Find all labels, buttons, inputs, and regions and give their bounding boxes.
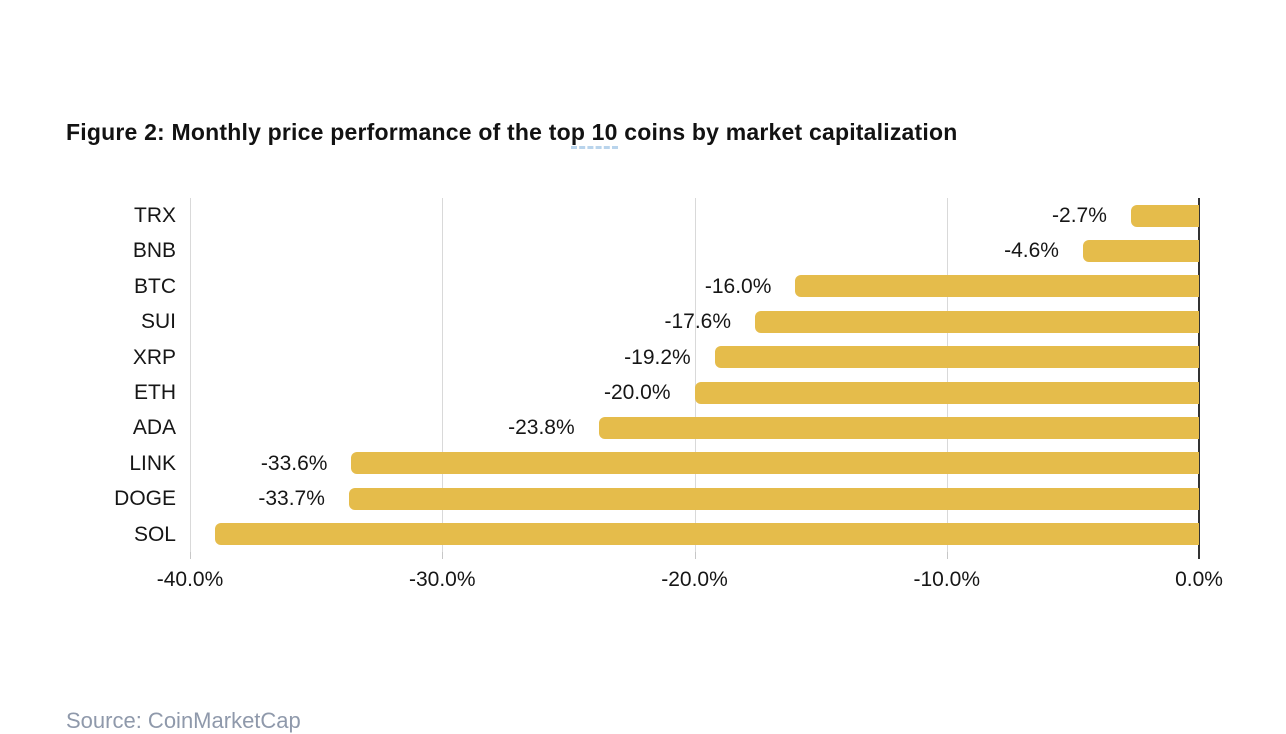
source-text: Source: CoinMarketCap xyxy=(66,708,301,733)
value-label-ADA: -23.8% xyxy=(508,416,575,440)
bar-row-ADA: -23.8% xyxy=(190,410,1199,445)
y-axis-category-labels: TRX BNB BTC SUI XRP ETH ADA LINK DOGE SOL xyxy=(0,198,176,552)
x-axis-label--20.0%: -20.0% xyxy=(661,568,728,591)
value-label-DOGE: -33.7% xyxy=(258,487,325,511)
gridline--10.0% xyxy=(946,198,948,552)
chart-footer: Source: CoinMarketCap As of February 28,… xyxy=(66,646,308,734)
bar-TRX xyxy=(1130,204,1199,227)
value-label-XRP: -19.2% xyxy=(624,345,691,369)
bar-row-DOGE: -33.7% xyxy=(190,481,1199,516)
bar-row-BNB: -4.6% xyxy=(190,233,1199,268)
bar-ADA xyxy=(598,416,1199,439)
bar-row-XRP: -19.2% xyxy=(190,340,1199,375)
bar-SOL xyxy=(215,523,1199,546)
value-label-TRX: -2.7% xyxy=(1052,204,1107,227)
category-label-BNB: BNB xyxy=(132,239,176,263)
bar-BNB xyxy=(1082,239,1199,262)
category-label-BTC: BTC xyxy=(134,274,176,298)
plot-area: -2.7% -4.6% -16.0% -17.6% -19.2% -20.0% -23.8%… xyxy=(190,198,1200,559)
figure-title-prefix: Figure 2: Monthly price performance of t… xyxy=(66,119,571,146)
bar-LINK xyxy=(351,452,1199,475)
x-axis-label--30.0%: -30.0% xyxy=(408,568,476,591)
bar-row-SOL xyxy=(190,517,1199,552)
gridline--40.0% xyxy=(190,198,191,552)
zero-axis-line xyxy=(1198,198,1200,559)
value-label-BNB: -4.6% xyxy=(1004,239,1059,263)
bar-row-TRX: -2.7% xyxy=(190,198,1199,233)
x-axis-tick-mark xyxy=(694,552,696,559)
category-label-SOL: SOL xyxy=(133,522,176,546)
bar-row-BTC: -16.0% xyxy=(190,269,1199,304)
bar-ETH xyxy=(694,381,1199,404)
x-axis-tick-mark xyxy=(442,552,444,559)
bar-row-SUI: -17.6% xyxy=(190,304,1199,339)
figure-title-suffix: coins by market capitalization xyxy=(617,119,958,146)
bar-row-LINK: -33.6% xyxy=(190,446,1199,481)
x-axis-label--10.0%: -10.0% xyxy=(913,568,981,591)
value-label-LINK: -33.6% xyxy=(260,451,328,475)
category-label-XRP: XRP xyxy=(132,345,176,369)
bar-DOGE xyxy=(348,487,1199,510)
category-label-SUI: SUI xyxy=(140,310,176,334)
category-label-DOGE: DOGE xyxy=(114,487,176,511)
x-axis-tick-mark xyxy=(946,552,948,559)
bar-XRP xyxy=(714,346,1199,369)
value-label-BTC: -16.0% xyxy=(704,274,772,298)
value-label-SUI: -17.6% xyxy=(664,310,732,334)
category-label-ETH: ETH xyxy=(134,381,176,404)
category-label-ADA: ADA xyxy=(132,416,176,440)
figure-title-grammar-underlined-text: p 10 xyxy=(570,119,618,150)
category-label-TRX: TRX xyxy=(134,204,176,227)
value-label-ETH: -20.0% xyxy=(603,381,671,404)
x-axis-label-0.0%: 0.0% xyxy=(1175,568,1223,591)
gridline--20.0% xyxy=(694,198,696,552)
category-label-LINK: LINK xyxy=(129,451,176,475)
gridline--30.0% xyxy=(442,198,444,552)
figure-title: Figure 2: Monthly price performance of t… xyxy=(66,119,958,150)
x-axis-label--40.0%: -40.0% xyxy=(156,568,224,591)
bar-row-ETH: -20.0% xyxy=(190,375,1199,410)
bar-BTC xyxy=(795,275,1199,298)
bar-SUI xyxy=(755,310,1199,333)
x-axis-tick-mark xyxy=(190,552,191,559)
x-axis-tick-labels: -40.0% -30.0% -20.0% -10.0% 0.0% xyxy=(157,568,1223,596)
